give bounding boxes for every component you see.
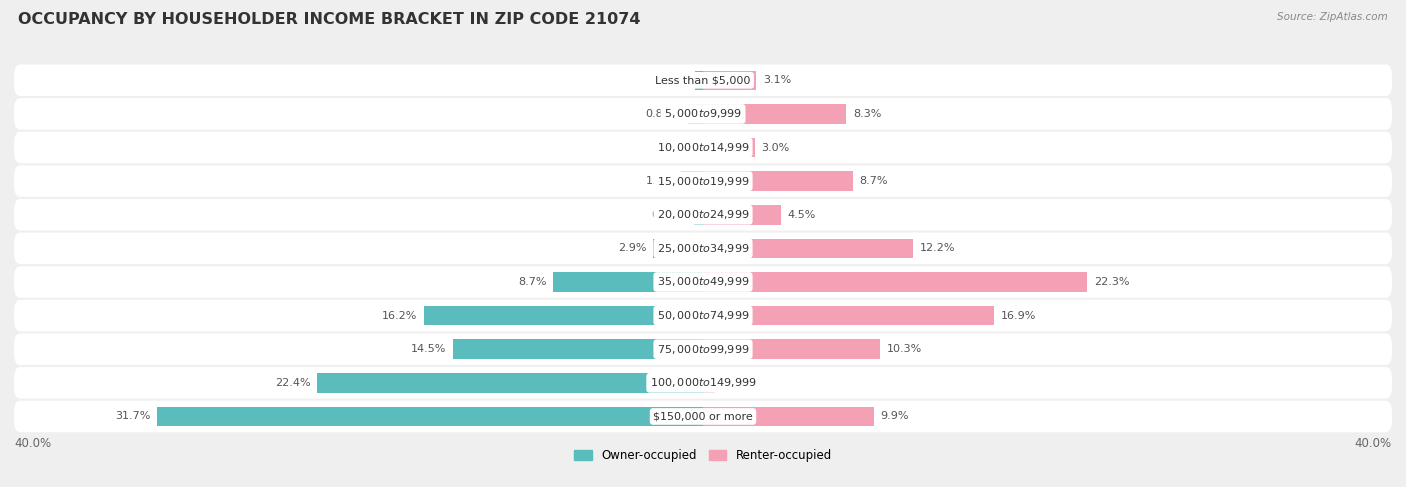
- Text: $100,000 to $149,999: $100,000 to $149,999: [650, 376, 756, 389]
- Text: 40.0%: 40.0%: [14, 437, 51, 450]
- Bar: [703, 239, 912, 258]
- Text: $75,000 to $99,999: $75,000 to $99,999: [657, 343, 749, 356]
- Legend: Owner-occupied, Renter-occupied: Owner-occupied, Renter-occupied: [569, 444, 837, 467]
- FancyBboxPatch shape: [14, 401, 1392, 432]
- Bar: [703, 306, 994, 325]
- Bar: [703, 373, 716, 393]
- Text: 9.9%: 9.9%: [880, 412, 908, 421]
- FancyBboxPatch shape: [14, 98, 1392, 130]
- Text: 31.7%: 31.7%: [115, 412, 150, 421]
- Bar: [703, 407, 873, 426]
- Text: 16.9%: 16.9%: [1001, 311, 1036, 320]
- FancyBboxPatch shape: [14, 166, 1392, 197]
- Text: $15,000 to $19,999: $15,000 to $19,999: [657, 175, 749, 187]
- Text: $50,000 to $74,999: $50,000 to $74,999: [657, 309, 749, 322]
- Bar: [652, 239, 703, 258]
- FancyBboxPatch shape: [14, 334, 1392, 365]
- Text: $20,000 to $24,999: $20,000 to $24,999: [657, 208, 749, 221]
- Text: 1.3%: 1.3%: [645, 176, 673, 186]
- Text: $5,000 to $9,999: $5,000 to $9,999: [664, 108, 742, 120]
- FancyBboxPatch shape: [14, 64, 1392, 96]
- Text: 8.3%: 8.3%: [853, 109, 882, 119]
- Text: Less than $5,000: Less than $5,000: [655, 75, 751, 85]
- Text: 2.9%: 2.9%: [617, 244, 647, 253]
- FancyBboxPatch shape: [14, 199, 1392, 230]
- Text: 22.3%: 22.3%: [1094, 277, 1129, 287]
- Text: $150,000 or more: $150,000 or more: [654, 412, 752, 421]
- Text: $35,000 to $49,999: $35,000 to $49,999: [657, 276, 749, 288]
- Bar: [703, 138, 755, 157]
- Bar: [703, 205, 780, 225]
- Bar: [425, 306, 703, 325]
- Bar: [703, 71, 756, 90]
- Bar: [695, 138, 703, 157]
- FancyBboxPatch shape: [14, 266, 1392, 298]
- Text: OCCUPANCY BY HOUSEHOLDER INCOME BRACKET IN ZIP CODE 21074: OCCUPANCY BY HOUSEHOLDER INCOME BRACKET …: [18, 12, 641, 27]
- Text: $25,000 to $34,999: $25,000 to $34,999: [657, 242, 749, 255]
- Text: 16.2%: 16.2%: [381, 311, 418, 320]
- Text: Source: ZipAtlas.com: Source: ZipAtlas.com: [1277, 12, 1388, 22]
- Text: 40.0%: 40.0%: [1355, 437, 1392, 450]
- FancyBboxPatch shape: [14, 131, 1392, 163]
- Text: 10.3%: 10.3%: [887, 344, 922, 354]
- Text: 0.72%: 0.72%: [723, 378, 758, 388]
- Bar: [703, 272, 1087, 292]
- Bar: [703, 104, 846, 124]
- Text: 12.2%: 12.2%: [920, 244, 956, 253]
- Bar: [318, 373, 703, 393]
- Bar: [695, 205, 703, 225]
- Text: 8.7%: 8.7%: [859, 176, 889, 186]
- Bar: [688, 104, 703, 124]
- Text: 3.1%: 3.1%: [763, 75, 792, 85]
- Bar: [157, 407, 703, 426]
- Text: 3.0%: 3.0%: [762, 143, 790, 152]
- Bar: [453, 339, 703, 359]
- Bar: [553, 272, 703, 292]
- Bar: [703, 171, 853, 191]
- Text: 0.88%: 0.88%: [645, 109, 681, 119]
- Text: 8.7%: 8.7%: [517, 277, 547, 287]
- FancyBboxPatch shape: [14, 367, 1392, 399]
- Text: 0.53%: 0.53%: [652, 210, 688, 220]
- Text: 22.4%: 22.4%: [274, 378, 311, 388]
- Text: 4.5%: 4.5%: [787, 210, 815, 220]
- FancyBboxPatch shape: [14, 300, 1392, 331]
- Text: 0.48%: 0.48%: [652, 75, 688, 85]
- Bar: [695, 71, 703, 90]
- Bar: [681, 171, 703, 191]
- Text: $10,000 to $14,999: $10,000 to $14,999: [657, 141, 749, 154]
- Text: 0.46%: 0.46%: [652, 143, 688, 152]
- Text: 14.5%: 14.5%: [411, 344, 446, 354]
- Bar: [703, 339, 880, 359]
- FancyBboxPatch shape: [14, 233, 1392, 264]
